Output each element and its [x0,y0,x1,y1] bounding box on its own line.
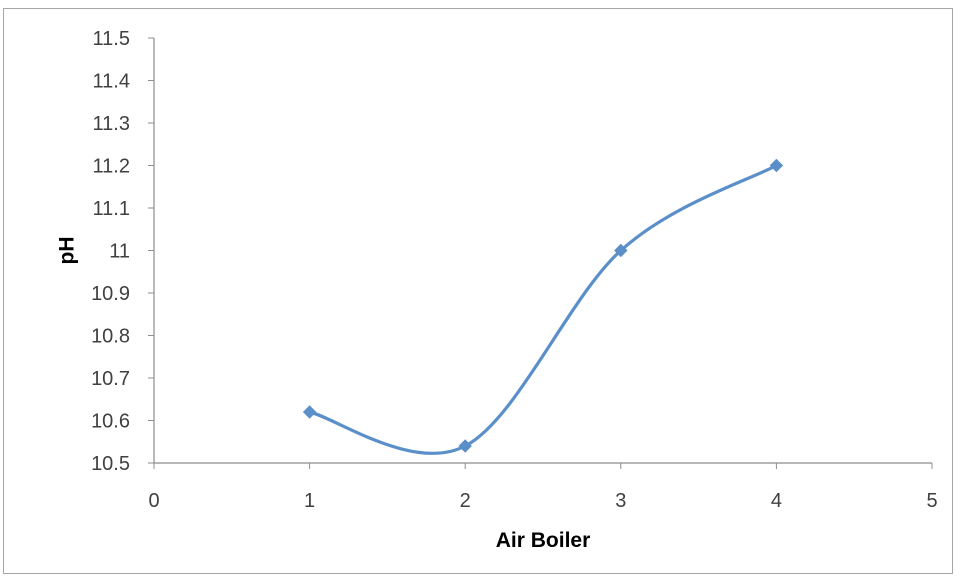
y-tick-label: 11.5 [93,28,130,50]
y-tick-label: 11 [109,241,130,263]
x-tick-label: 3 [615,490,626,512]
data-point-marker [769,158,784,173]
y-tick-label: 10.9 [91,283,130,305]
data-point-marker [614,243,628,258]
x-tick-label: 4 [771,490,782,512]
x-tick-labels: 0 1 2 3 4 5 [148,490,937,512]
chart-frame [3,8,953,574]
y-tick-label: 11.4 [93,71,130,93]
y-tick-labels: 10.5 10.6 10.7 10.8 10.9 11 11.1 11.2 11.3 11.4 11… [91,28,130,475]
y-tick-label: 11.3 [93,113,130,135]
data-point-marker [302,405,317,419]
series-line [308,163,778,455]
axes [148,37,933,469]
y-tick-label: 10.5 [91,453,130,475]
x-tick-label: 5 [926,490,937,512]
x-tick-label: 2 [460,490,471,512]
y-axis-title: pH [55,237,78,265]
y-tick-label: 10.7 [91,368,130,390]
series-layer [302,158,784,455]
y-tick-label: 10.8 [91,326,130,348]
y-tick-label: 10.6 [91,411,130,433]
y-tick-label: 11.2 [93,156,130,178]
x-axis-title: Air Boiler [496,529,591,552]
x-tick-label: 1 [304,490,315,512]
x-tick-label: 0 [148,490,159,512]
data-point-marker [458,439,472,453]
y-tick-label: 11.1 [93,198,130,220]
